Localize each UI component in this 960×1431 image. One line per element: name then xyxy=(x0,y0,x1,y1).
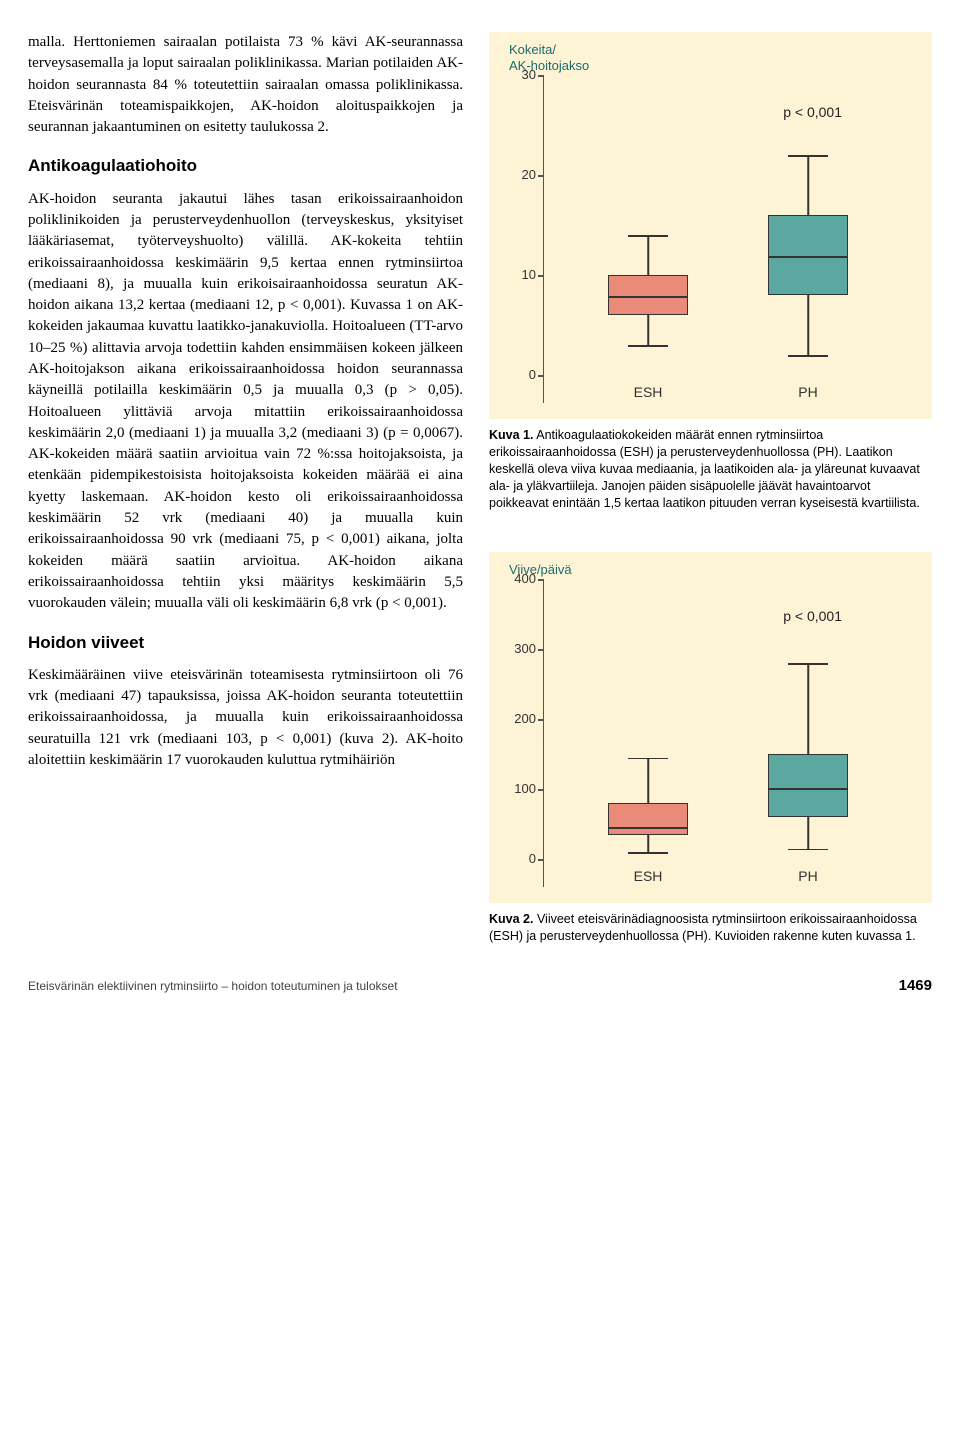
caption-2-bold: Kuva 2. xyxy=(489,912,533,926)
paragraph-3: Keskimääräinen viive eteisvärinän toteam… xyxy=(28,665,463,771)
y-tick-label: 100 xyxy=(496,780,536,798)
y-tick-label: 30 xyxy=(496,66,536,84)
caption-1: Kuva 1. Antikoagulaatiokokeiden määrät e… xyxy=(489,427,932,511)
footer-running-title: Eteisvärinän elektiivinen rytminsiirto –… xyxy=(28,978,398,995)
y-tick-label: 10 xyxy=(496,266,536,284)
x-label-esh: ESH xyxy=(634,383,663,403)
chart-2-plot: p < 0,001 0100200300400ESHPH xyxy=(543,579,912,887)
paragraph-1: malla. Herttoniemen sairaalan potilaista… xyxy=(28,32,463,138)
y-tick-label: 200 xyxy=(496,710,536,728)
caption-2-text: Viiveet eteisvärinädiagnoosista rytminsi… xyxy=(489,912,917,943)
footer-page-number: 1469 xyxy=(899,975,932,996)
chart-2: Viive/päivä p < 0,001 0 100 200 300 400 ESH PH xyxy=(489,552,932,904)
chart-1-title-line1: Kokeita/ xyxy=(509,42,556,57)
y-tick-label: 20 xyxy=(496,166,536,184)
paragraph-2: AK-hoidon seuranta jakautui lähes tasan … xyxy=(28,189,463,615)
page-footer: Eteisvärinän elektiivinen rytminsiirto –… xyxy=(28,975,932,996)
chart-1-title: Kokeita/ AK-hoitojakso xyxy=(509,42,922,73)
x-label-ph: PH xyxy=(798,383,817,403)
chart-2-p-label: p < 0,001 xyxy=(783,607,842,627)
caption-1-bold: Kuva 1. xyxy=(489,428,533,442)
heading-antikoagulaatiohoito: Antikoagulaatiohoito xyxy=(28,154,463,178)
page-columns: malla. Herttoniemen sairaalan potilaista… xyxy=(28,32,932,945)
caption-1-text: Antikoagulaatiokokeiden määrät ennen ryt… xyxy=(489,428,920,510)
left-column: malla. Herttoniemen sairaalan potilaista… xyxy=(28,32,463,945)
caption-2: Kuva 2. Viiveet eteisvärinädiagnoosista … xyxy=(489,911,932,945)
boxplot-box-esh xyxy=(608,803,688,835)
x-label-ph: PH xyxy=(798,867,817,887)
chart-1-p-label: p < 0,001 xyxy=(783,103,842,123)
heading-hoidon-viiveet: Hoidon viiveet xyxy=(28,631,463,655)
y-tick-label: 0 xyxy=(496,850,536,868)
y-tick-label: 400 xyxy=(496,570,536,588)
right-column: Kokeita/ AK-hoitojakso p < 0,001 0 10 20 30… xyxy=(489,32,932,945)
boxplot-box-esh xyxy=(608,275,688,315)
chart-1-plot: p < 0,001 0102030ESHPH xyxy=(543,75,912,403)
x-label-esh: ESH xyxy=(634,867,663,887)
chart-1: Kokeita/ AK-hoitojakso p < 0,001 0 10 20 30… xyxy=(489,32,932,419)
chart-2-title: Viive/päivä xyxy=(509,562,922,578)
boxplot-box-ph xyxy=(768,754,848,817)
y-tick-label: 0 xyxy=(496,366,536,384)
boxplot-box-ph xyxy=(768,215,848,295)
y-tick-label: 300 xyxy=(496,640,536,658)
